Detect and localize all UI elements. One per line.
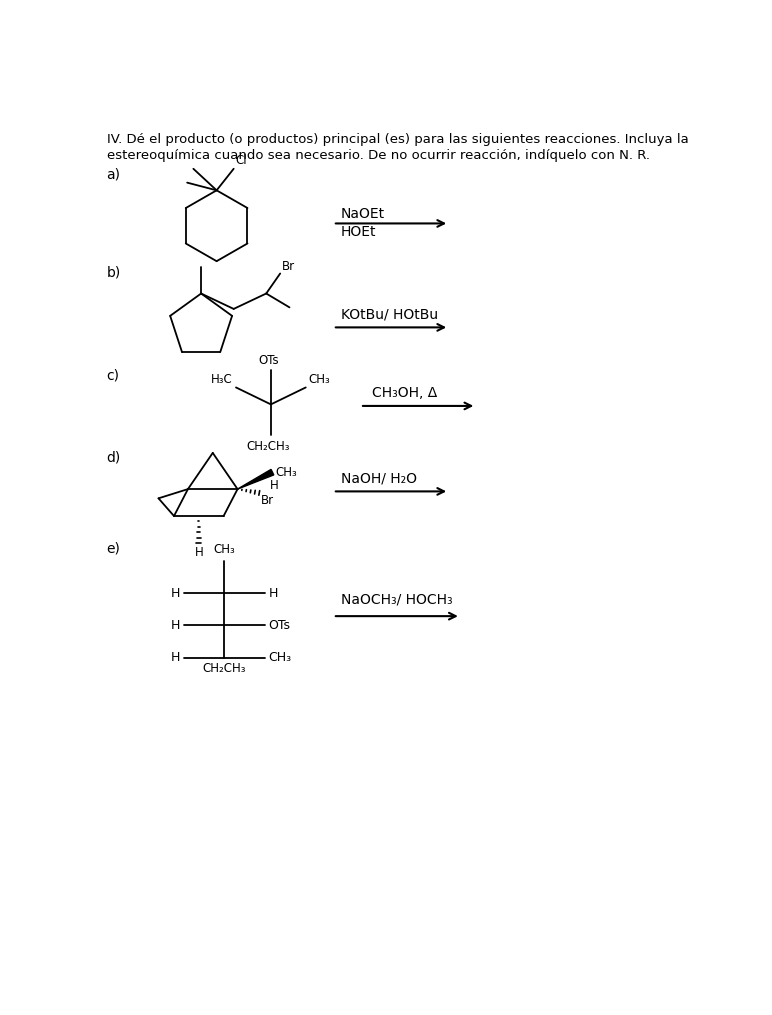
Text: b): b)	[107, 266, 121, 280]
Text: H: H	[270, 479, 279, 491]
Text: H: H	[195, 546, 203, 559]
Text: CH₂CH₃: CH₂CH₃	[202, 663, 246, 675]
Text: KOtBu/ HOtBu: KOtBu/ HOtBu	[340, 308, 438, 322]
Polygon shape	[238, 469, 274, 489]
Text: OTs: OTs	[259, 353, 279, 366]
Text: H: H	[269, 587, 278, 600]
Text: IV. Dé el producto (o productos) principal (es) para las siguientes reacciones. : IV. Dé el producto (o productos) princip…	[107, 133, 689, 146]
Text: NaOCH₃/ HOCH₃: NaOCH₃/ HOCH₃	[340, 592, 452, 606]
Text: Br: Br	[261, 493, 274, 506]
Text: estereoquímica cuando sea necesario. De no ocurrir reacción, indíquelo con N. R.: estereoquímica cuando sea necesario. De …	[107, 149, 649, 161]
Text: H₃C: H₃C	[212, 373, 233, 386]
Text: CH₃: CH₃	[276, 466, 297, 479]
Text: NaOEt: NaOEt	[340, 207, 384, 221]
Text: H: H	[171, 587, 180, 600]
Text: c): c)	[107, 368, 120, 383]
Text: H: H	[171, 652, 180, 664]
Text: e): e)	[107, 541, 120, 555]
Text: CH₃: CH₃	[269, 652, 292, 664]
Text: NaOH/ H₂O: NaOH/ H₂O	[340, 471, 417, 485]
Text: H: H	[171, 619, 180, 632]
Text: HOEt: HOEt	[340, 225, 376, 239]
Text: OTs: OTs	[269, 619, 290, 632]
Text: CH₃: CH₃	[308, 373, 330, 386]
Text: CH₃: CH₃	[214, 543, 235, 556]
Text: CH₃OH, Δ: CH₃OH, Δ	[371, 386, 437, 400]
Text: d): d)	[107, 451, 121, 465]
Text: CH₂CH₃: CH₂CH₃	[246, 439, 290, 453]
Text: Br: Br	[282, 260, 295, 273]
Text: Cl: Cl	[235, 154, 247, 167]
Text: a): a)	[107, 168, 120, 182]
